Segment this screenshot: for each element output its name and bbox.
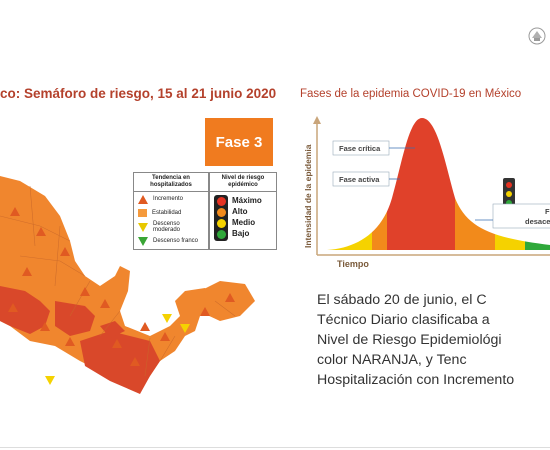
light-green [216, 230, 226, 239]
level-medium: Medio [232, 218, 256, 227]
trend-item-moderate-decline: Descenso moderado [134, 220, 208, 234]
government-seal-icon [528, 27, 546, 45]
level-high: Alto [232, 207, 248, 216]
light-yellow [216, 219, 226, 228]
triangle-down-green-icon [138, 236, 148, 246]
risk-map-panel [0, 76, 285, 400]
summary-line-1: El sábado 20 de junio, el C [317, 292, 487, 308]
level-low: Bajo [232, 229, 250, 238]
trend-markers [8, 207, 235, 385]
summary-line-3: Nivel de Riesgo Epidemiológi [317, 332, 502, 348]
risk-level-legend: Nivel de riesgo epidémico Máximo Alto Me… [209, 172, 277, 250]
left-slide-title: co: Semáforo de riesgo, 15 al 21 junio 2… [0, 86, 277, 101]
annotation-active-phase: Fase activa [339, 175, 380, 184]
epidemic-phases-chart: Intensidad de la epidemia Tiempo Fase cr… [297, 108, 550, 270]
risk-level-heading: Nivel de riesgo epidémico [210, 173, 276, 192]
y-axis-label: Intensidad de la epidemia [303, 144, 313, 248]
summary-line-2: Técnico Diario clasificaba a [317, 312, 490, 328]
triangle-up-icon [138, 194, 148, 204]
trend-legend-heading: Tendencia en hospitalizados [134, 173, 208, 192]
annotation-decline-2: desace [525, 217, 550, 226]
trend-item-stable: Estabilidad [134, 206, 208, 220]
phase-badge: Fase 3 [205, 118, 273, 166]
traffic-light-icon [503, 178, 515, 210]
light-red [216, 197, 226, 206]
annotation-decline-1: F [545, 207, 550, 216]
mexico-risk-map [0, 176, 255, 394]
square-icon [138, 209, 147, 217]
level-max: Máximo [232, 196, 262, 205]
x-axis-label: Tiempo [337, 259, 369, 269]
triangle-down-icon [138, 222, 148, 232]
annotation-critical-phase: Fase crítica [339, 144, 381, 153]
summary-line-4: color NARANJA, y Tenc [317, 352, 467, 368]
traffic-light-icon [214, 195, 228, 241]
right-slide-title: Fases de la epidemia COVID-19 en México [300, 88, 522, 100]
summary-paragraph: El sábado 20 de junio, el C Técnico Diar… [317, 290, 550, 390]
trend-item-increase: Incremento [134, 192, 208, 206]
trend-legend: Tendencia en hospitalizados Incremento E… [133, 172, 209, 250]
summary-line-5: Hospitalización con Incremento [317, 372, 515, 388]
divider [0, 447, 550, 448]
trend-item-clear-decline: Descenso franco [134, 234, 208, 248]
light-orange [216, 208, 226, 217]
